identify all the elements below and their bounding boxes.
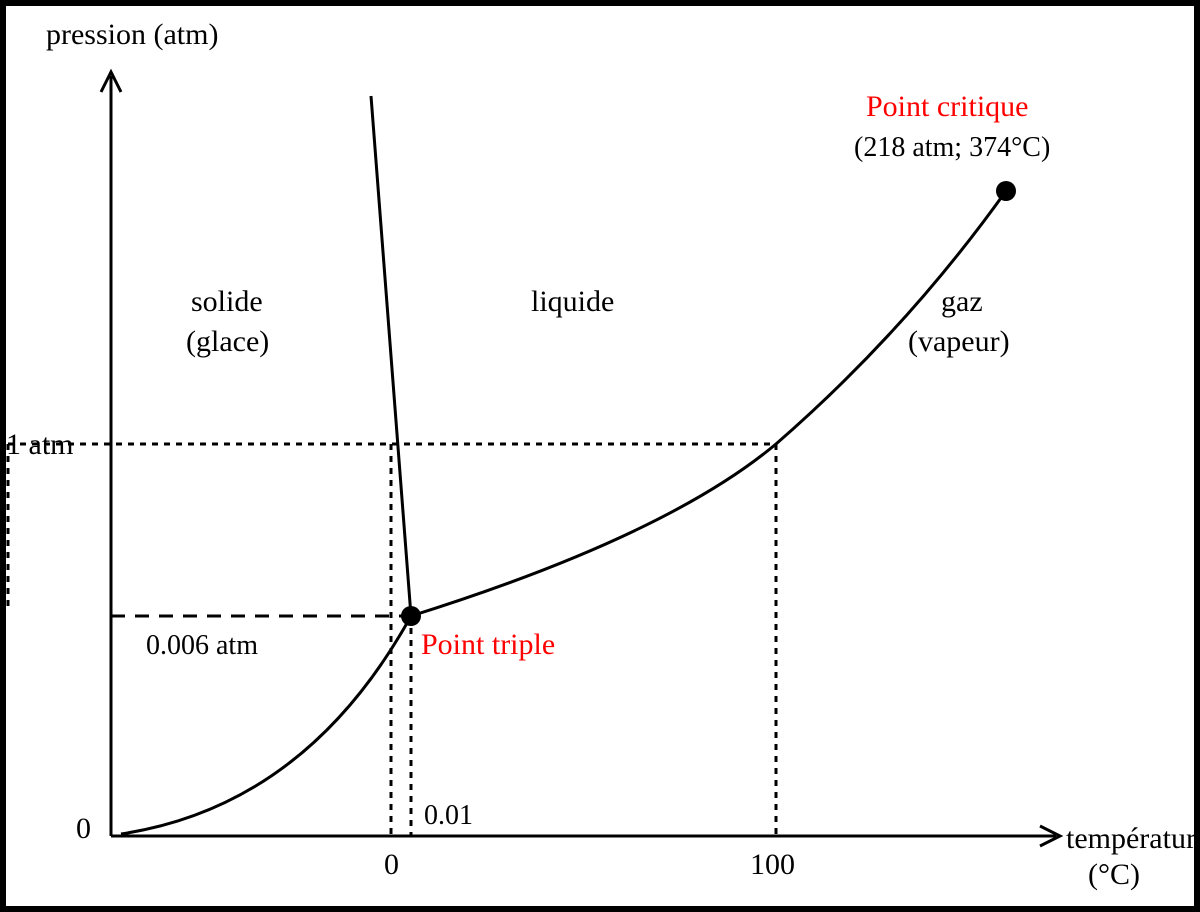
critical-point-dot	[996, 181, 1016, 201]
x-axis-label-line2: (°C)	[1088, 858, 1140, 891]
triple-point-title: Point triple	[421, 628, 555, 661]
region-solide-line2: (glace)	[186, 325, 269, 358]
region-solide-line1: solide	[191, 285, 263, 318]
axes	[101, 72, 1060, 846]
triple-point-dot	[401, 606, 421, 626]
tick-0C: 0	[384, 848, 399, 881]
tick-1atm: 1 atm	[6, 428, 74, 461]
key-points	[401, 181, 1016, 626]
tick-zero-y: 0	[76, 812, 91, 845]
text-labels: pression (atm) température (°C) 1 atm 0.…	[6, 18, 1194, 891]
x-axis-label-line1: température	[1066, 822, 1194, 855]
phase-diagram-svg: pression (atm) température (°C) 1 atm 0.…	[6, 6, 1194, 906]
region-gaz-line1: gaz	[941, 285, 983, 318]
region-gaz-line2: (vapeur)	[908, 325, 1010, 358]
diagram-stage: pression (atm) température (°C) 1 atm 0.…	[0, 0, 1200, 912]
tick-001C: 0.01	[424, 800, 473, 831]
fusion-line	[371, 96, 411, 616]
region-liquide: liquide	[531, 285, 614, 318]
tick-100C: 100	[750, 848, 795, 881]
reference-lines	[8, 444, 776, 836]
vaporization-curve	[411, 191, 1006, 616]
critical-point-sub: (218 atm; 374°C)	[854, 132, 1050, 163]
critical-point-title: Point critique	[866, 90, 1028, 123]
phase-boundaries	[121, 96, 1006, 834]
tick-0006atm: 0.006 atm	[146, 630, 258, 661]
y-axis-label: pression (atm)	[46, 18, 218, 51]
